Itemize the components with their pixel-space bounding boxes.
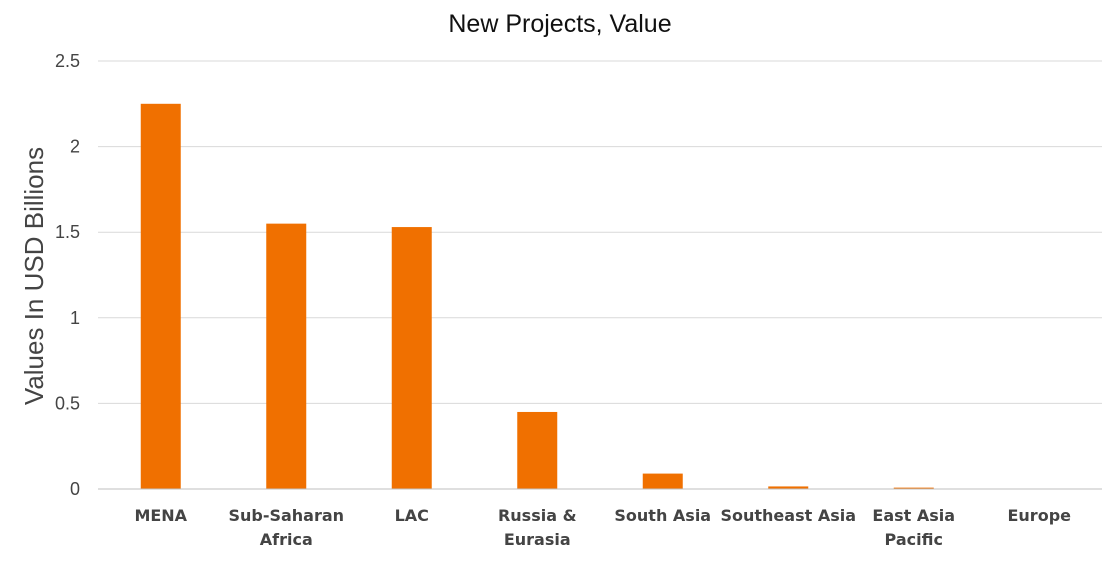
y-axis-label: Values In USD Billions bbox=[19, 147, 49, 405]
x-tick-label-line: Russia & bbox=[498, 506, 577, 525]
x-tick-label-line: MENA bbox=[134, 506, 187, 525]
x-tick-label-line: Eurasia bbox=[504, 530, 571, 549]
gridlines bbox=[98, 60, 1102, 404]
x-tick-label-line: Pacific bbox=[885, 530, 943, 549]
x-axis-ticks: MENA Sub-Saharan Africa LAC Russia & Eurasia S… bbox=[134, 506, 1071, 549]
x-tick-label: LAC bbox=[395, 506, 429, 525]
bars bbox=[140, 103, 934, 490]
x-tick-label: Europe bbox=[1007, 506, 1071, 525]
bar bbox=[642, 473, 683, 489]
y-tick-label: 2.5 bbox=[55, 51, 80, 71]
bar bbox=[140, 103, 181, 490]
bar bbox=[517, 411, 558, 489]
x-tick-label: Southeast Asia bbox=[720, 506, 856, 525]
x-tick-label: Sub-Saharan Africa bbox=[228, 506, 344, 549]
bar bbox=[266, 223, 307, 489]
x-tick-label: South Asia bbox=[614, 506, 711, 525]
bar bbox=[391, 227, 432, 489]
x-tick-label: Russia & Eurasia bbox=[498, 506, 577, 549]
x-tick-label-line: Sub-Saharan bbox=[228, 506, 344, 525]
chart-title: New Projects, Value bbox=[448, 10, 671, 38]
y-tick-label: 2 bbox=[70, 137, 80, 157]
y-tick-label: 1 bbox=[70, 308, 80, 328]
x-tick-label-line: Southeast Asia bbox=[720, 506, 856, 525]
x-tick-label-line: Africa bbox=[260, 530, 313, 549]
bar bbox=[768, 486, 809, 489]
y-tick-label: 0.5 bbox=[55, 393, 80, 413]
x-tick-label-line: South Asia bbox=[614, 506, 711, 525]
x-tick-label-line: Europe bbox=[1007, 506, 1071, 525]
x-tick-label-line: East Asia bbox=[872, 506, 955, 525]
x-tick-label: MENA bbox=[134, 506, 187, 525]
y-axis-ticks: 0 0.5 1 1.5 2 2.5 bbox=[55, 51, 80, 499]
y-tick-label: 0 bbox=[70, 479, 80, 499]
bar bbox=[893, 487, 934, 489]
x-tick-label-line: LAC bbox=[395, 506, 429, 525]
y-tick-label: 1.5 bbox=[55, 222, 80, 242]
x-tick-label: East Asia Pacific bbox=[872, 506, 955, 549]
